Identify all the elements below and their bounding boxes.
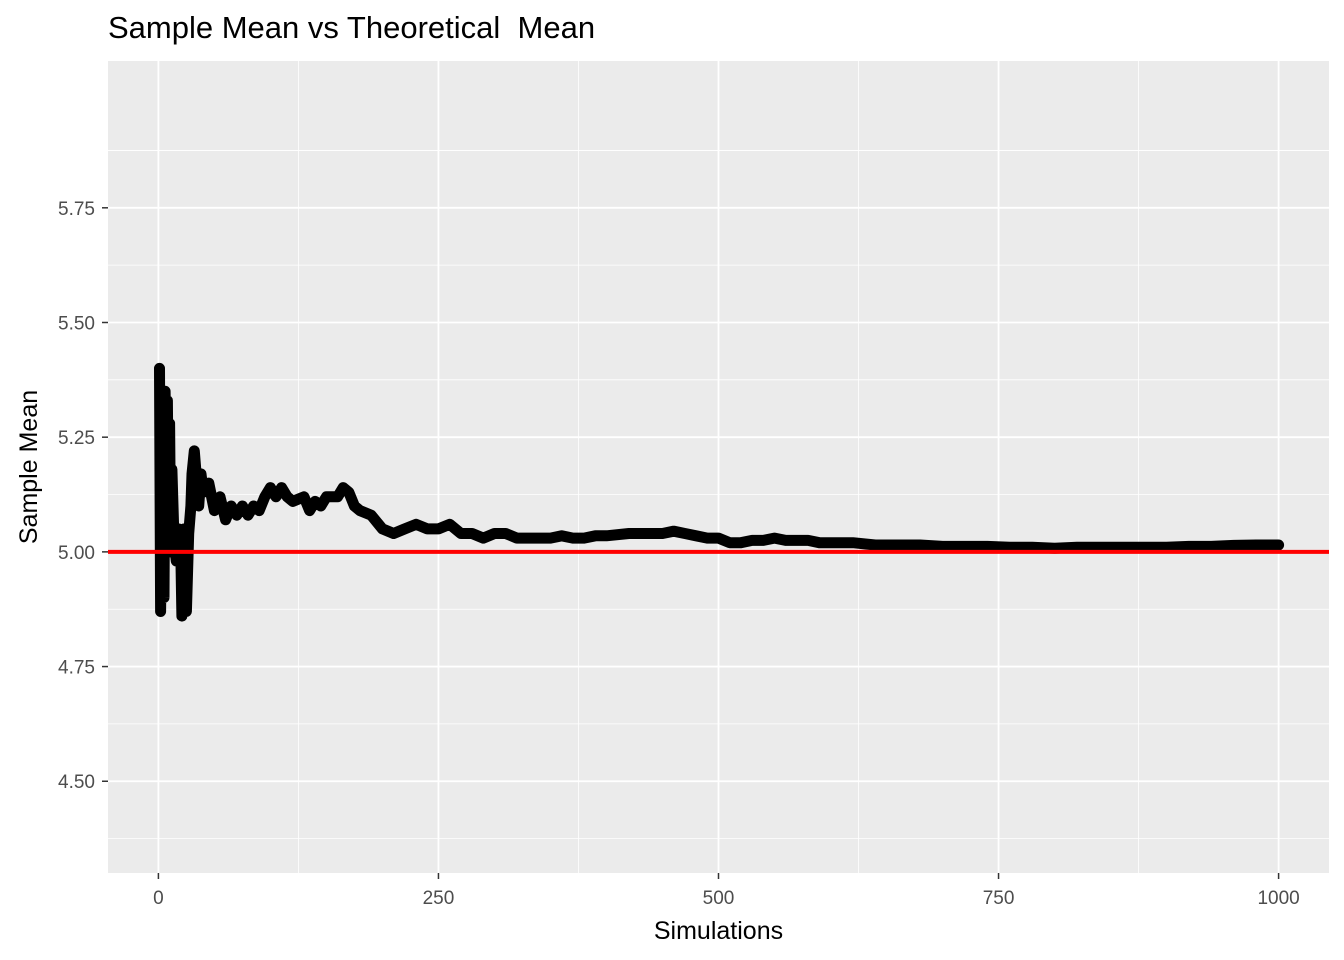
x-axis: 0 250 500 750 1000 bbox=[153, 873, 1300, 909]
chart-title: Sample Mean vs Theoretical Mean bbox=[108, 10, 596, 45]
y-tick-label: 4.75 bbox=[58, 658, 95, 679]
y-tick-label: 4.50 bbox=[58, 772, 95, 793]
y-tick-label: 5.75 bbox=[58, 199, 95, 220]
x-tick-label: 500 bbox=[703, 888, 735, 909]
y-axis-title: Sample Mean bbox=[15, 390, 43, 544]
series-line bbox=[154, 362, 1285, 622]
x-tick-label: 750 bbox=[983, 888, 1015, 909]
y-axis: 4.50 4.75 5.00 5.25 5.50 5.75 bbox=[58, 199, 108, 793]
series-layer bbox=[154, 362, 1285, 622]
x-tick-label: 1000 bbox=[1257, 888, 1299, 909]
x-tick-label: 0 bbox=[153, 888, 164, 909]
y-tick-label: 5.50 bbox=[58, 313, 95, 334]
x-axis-title: Simulations bbox=[654, 917, 783, 945]
y-tick-label: 5.00 bbox=[58, 543, 95, 564]
y-tick-label: 5.25 bbox=[58, 428, 95, 449]
x-tick-label: 250 bbox=[423, 888, 455, 909]
